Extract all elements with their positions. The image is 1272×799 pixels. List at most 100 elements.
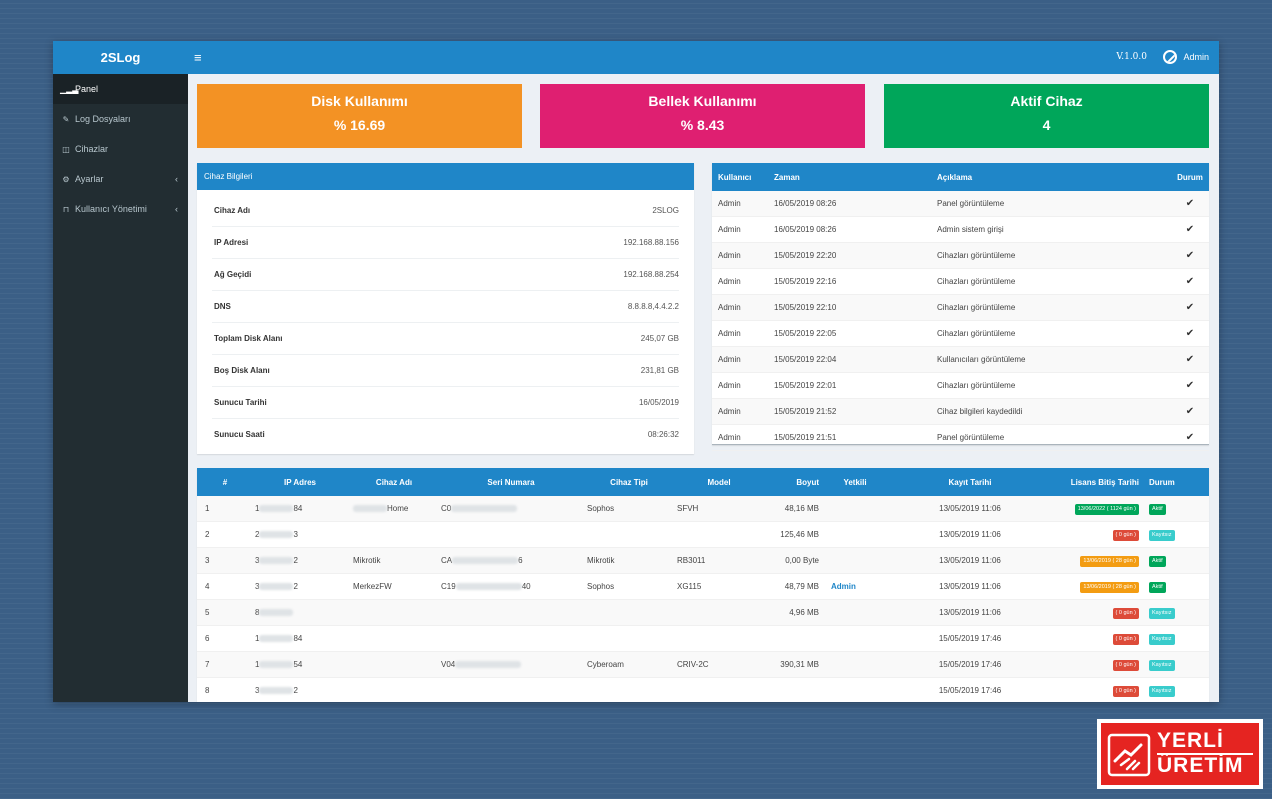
sidebar-item-devices[interactable]: ◫ Cihazlar: [53, 134, 188, 164]
device-status: Kayıtsız: [1143, 599, 1209, 626]
sidebar-item-user-management[interactable]: ⊓ Kullanıcı Yönetimi ‹: [53, 194, 188, 224]
serial-number: C0: [435, 496, 581, 522]
table-row[interactable]: 1 1 84 Home C0 Sophos SFVH 48,16 MB 13/05/2019 1…: [197, 496, 1209, 522]
main-content: Disk Kullanımı % 16.69 Bellek Kullanımı …: [188, 74, 1219, 702]
log-user: Admin: [712, 216, 768, 243]
col-header-size[interactable]: Boyut: [761, 468, 825, 496]
device-model: [671, 599, 761, 626]
devices-table: # IP Adres Cihaz Adı Seri Numara Cihaz T…: [197, 468, 1209, 702]
col-header-status[interactable]: Durum: [1165, 163, 1209, 191]
col-header-user[interactable]: Kullanıcı: [712, 163, 768, 191]
license-end: ( 0 gün ): [1055, 651, 1143, 678]
col-header-license-end[interactable]: Lisans Bitiş Tarihi: [1055, 468, 1143, 496]
col-header-time[interactable]: Zaman: [768, 163, 931, 191]
log-time: 16/05/2019 08:26: [768, 216, 931, 243]
table-row[interactable]: 5 8 4,96 MB 13/05/2019 11:06 ( 0 gün ) Kayıts…: [197, 599, 1209, 626]
log-time: 15/05/2019 22:20: [768, 242, 931, 269]
bar-chart-icon: ▁▂▃: [60, 85, 79, 94]
device-model: CRIV-2C: [671, 651, 761, 678]
log-description: Panel görüntüleme: [931, 424, 1165, 451]
log-description: Kullanıcıları görüntüleme: [931, 346, 1165, 373]
sidebar-item-label: Kullanıcı Yönetimi: [75, 204, 147, 214]
device-admin[interactable]: [825, 521, 879, 548]
device-admin[interactable]: [825, 547, 879, 574]
info-row-free-disk: Boş Disk Alanı 231,81 GB: [212, 355, 679, 387]
top-navbar: 2SLog ≡ V.1.0.0 Admin: [53, 41, 1219, 74]
license-end: 13/06/2022 ( 1124 gün ): [1055, 496, 1143, 522]
table-row: Admin 15/05/2019 22:01 Cihazları görüntüle…: [712, 372, 1209, 399]
device-admin[interactable]: [825, 599, 879, 626]
device-name: [347, 625, 435, 652]
table-row[interactable]: 6 1 84 15/05/2019 17:46 ( 0 gün ) Kayıtsız: [197, 625, 1209, 652]
col-header-device-type[interactable]: Cihaz Tipi: [581, 468, 671, 496]
user-avatar-icon[interactable]: [1163, 50, 1177, 64]
serial-number: [435, 677, 581, 702]
row-number: 8: [197, 677, 247, 702]
device-admin[interactable]: [825, 625, 879, 652]
stat-value: % 16.69: [333, 117, 386, 133]
check-icon: ✔: [1165, 216, 1209, 243]
sidebar-item-log-files[interactable]: ✎ Log Dosyaları: [53, 104, 188, 134]
device-name: [347, 651, 435, 678]
redacted-value: [259, 687, 294, 695]
redacted-value: [455, 583, 522, 591]
user-menu[interactable]: Admin: [1183, 52, 1209, 62]
brand-logo[interactable]: 2SLog: [100, 50, 141, 65]
license-badge: 13/06/2022 ( 1124 gün ): [1074, 503, 1139, 515]
info-row-gateway: Ağ Geçidi 192.168.88.254: [212, 259, 679, 291]
table-row[interactable]: 4 3 2 MerkezFW C19 40 Sophos XG115 48,79 MB Admin…: [197, 573, 1209, 600]
stat-active-devices: Aktif Cihaz 4: [884, 84, 1209, 148]
status-badge: Kayıtsız: [1149, 685, 1175, 697]
registration-date: 13/05/2019 11:06: [879, 521, 1055, 548]
device-model: XG115: [671, 573, 761, 600]
sidebar-item-panel[interactable]: ▁▂▃Panel: [53, 74, 188, 104]
col-header-admin[interactable]: Yetkili: [825, 468, 879, 496]
chevron-left-icon: ‹: [175, 204, 178, 214]
table-row: Admin 15/05/2019 21:52 Cihaz bilgileri kay…: [712, 398, 1209, 425]
gear-icon: ⚙: [62, 175, 70, 184]
table-row[interactable]: 2 2 3 125,46 MB 13/05/2019 11:06 ( 0 gün ) Kay…: [197, 521, 1209, 548]
table-row: Admin 15/05/2019 22:04 Kullanıcıları görün…: [712, 346, 1209, 373]
col-header-model[interactable]: Model: [671, 468, 761, 496]
device-admin[interactable]: [825, 677, 879, 702]
sidebar-item-settings[interactable]: ⚙ Ayarlar ‹: [53, 164, 188, 194]
log-description: Cihazları görüntüleme: [931, 320, 1165, 347]
table-row[interactable]: 8 3 2 15/05/2019 17:46 ( 0 gün ) Kayıtsız: [197, 677, 1209, 702]
menu-toggle-icon[interactable]: ≡: [194, 50, 202, 65]
device-size: [761, 677, 825, 702]
license-end: 13/06/2019 ( 28 gün ): [1055, 573, 1143, 600]
serial-number: [435, 599, 581, 626]
table-row[interactable]: 3 3 2 Mikrotik CA 6 Mikrotik RB3011 0,00 Byte 13/…: [197, 547, 1209, 574]
row-number: 5: [197, 599, 247, 626]
activity-log-table: Kullanıcı Zaman Açıklama Durum Admin 16/0…: [712, 163, 1209, 451]
device-admin[interactable]: [825, 496, 879, 522]
col-header-description[interactable]: Açıklama: [931, 163, 1165, 191]
col-header-device-name[interactable]: Cihaz Adı: [347, 468, 435, 496]
col-header-number[interactable]: #: [197, 468, 247, 496]
lock-icon: ⊓: [62, 205, 70, 214]
device-type: Mikrotik: [581, 547, 671, 574]
device-type: [581, 625, 671, 652]
serial-number: [435, 521, 581, 548]
stat-value: 4: [1042, 117, 1051, 133]
log-time: 15/05/2019 22:16: [768, 268, 931, 295]
registration-date: 13/05/2019 11:06: [879, 547, 1055, 574]
log-time: 15/05/2019 22:05: [768, 320, 931, 347]
log-time: 15/05/2019 22:10: [768, 294, 931, 321]
col-header-serial[interactable]: Seri Numara: [435, 468, 581, 496]
log-description: Cihazları görüntüleme: [931, 294, 1165, 321]
registration-date: 13/05/2019 11:06: [879, 599, 1055, 626]
registration-date: 15/05/2019 17:46: [879, 677, 1055, 702]
row-number: 6: [197, 625, 247, 652]
table-row[interactable]: 7 1 54 V04 Cyberoam CRIV-2C 390,31 MB 15/05/201…: [197, 651, 1209, 678]
col-header-device-status[interactable]: Durum: [1143, 468, 1209, 496]
device-type: [581, 599, 671, 626]
device-admin[interactable]: Admin: [825, 573, 879, 600]
sidebar-item-label: Panel: [75, 84, 99, 94]
col-header-registration-date[interactable]: Kayıt Tarihi: [879, 468, 1055, 496]
device-admin[interactable]: [825, 651, 879, 678]
col-header-ip[interactable]: IP Adres: [247, 468, 347, 496]
device-type: Sophos: [581, 573, 671, 600]
